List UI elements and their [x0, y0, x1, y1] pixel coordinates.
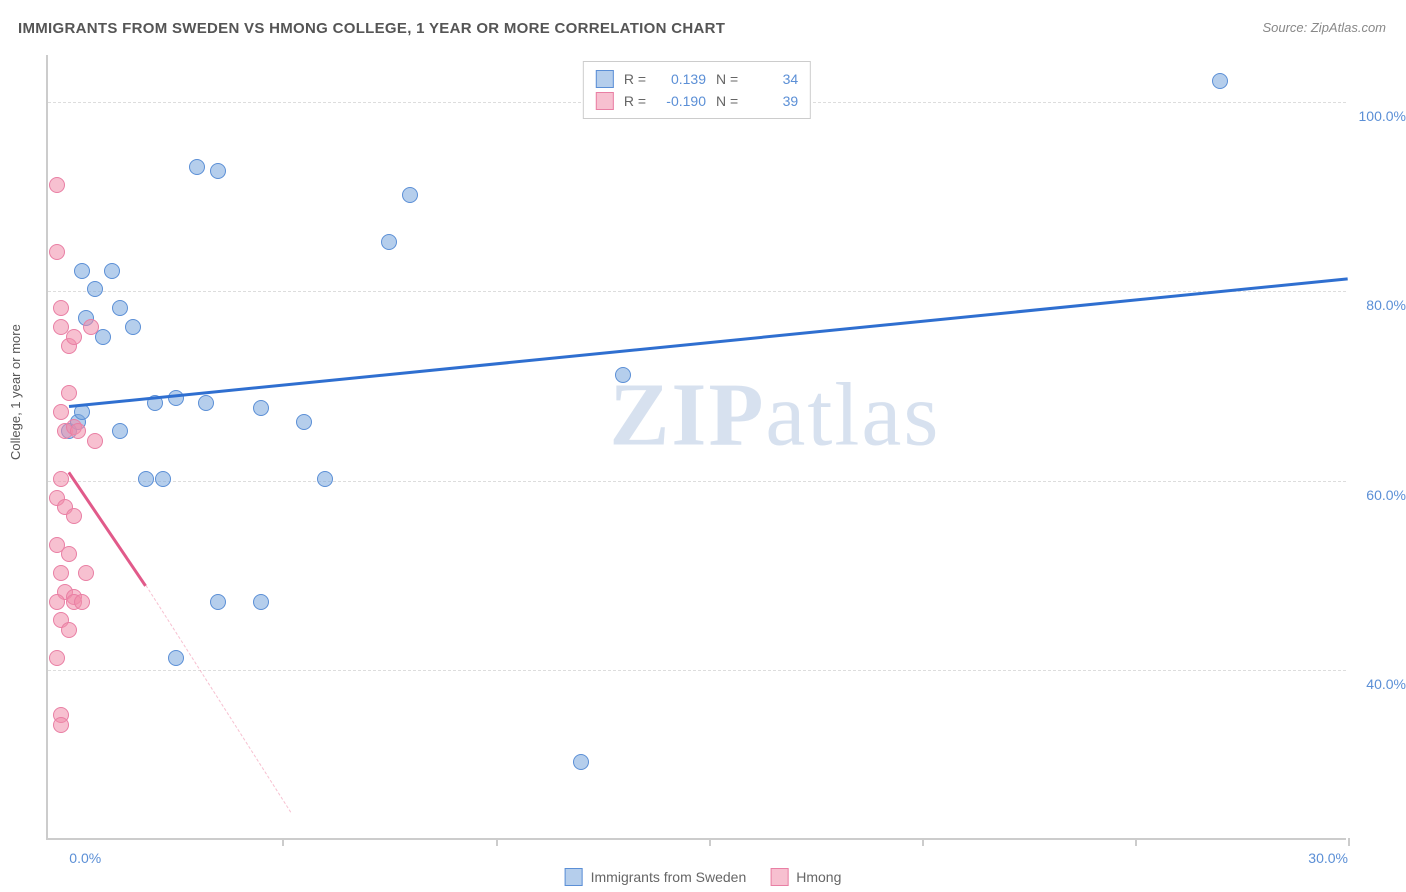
data-point [95, 329, 111, 345]
data-point [74, 263, 90, 279]
data-point [210, 594, 226, 610]
y-tick-label: 40.0% [1351, 676, 1406, 692]
data-point [87, 433, 103, 449]
data-point [53, 565, 69, 581]
data-point [112, 423, 128, 439]
x-tick-label: 30.0% [1308, 850, 1348, 866]
legend-r-value: -0.190 [656, 93, 706, 109]
data-point [49, 650, 65, 666]
data-point [53, 471, 69, 487]
data-point [70, 423, 86, 439]
data-point [253, 594, 269, 610]
source-attribution: Source: ZipAtlas.com [1262, 20, 1386, 35]
data-point [53, 717, 69, 733]
data-point [168, 650, 184, 666]
data-point [198, 395, 214, 411]
legend-n-value: 39 [748, 93, 798, 109]
data-point [381, 234, 397, 250]
legend-swatch [565, 868, 583, 886]
y-tick-label: 60.0% [1351, 487, 1406, 503]
data-point [66, 508, 82, 524]
trend-line-dash [146, 585, 292, 813]
data-point [1212, 73, 1228, 89]
data-point [189, 159, 205, 175]
legend-swatch [770, 868, 788, 886]
correlation-legend: R = 0.139 N = 34 R = -0.190 N = 39 [583, 61, 811, 119]
data-point [155, 471, 171, 487]
data-point [112, 300, 128, 316]
data-point [61, 546, 77, 562]
x-tick [1348, 838, 1350, 846]
data-point [402, 187, 418, 203]
x-tick [282, 838, 284, 846]
trend-line [69, 277, 1348, 407]
x-tick [922, 838, 924, 846]
data-point [573, 754, 589, 770]
data-point [74, 404, 90, 420]
legend-row: R = -0.190 N = 39 [596, 90, 798, 112]
data-point [253, 400, 269, 416]
data-point [87, 281, 103, 297]
gridline [48, 481, 1346, 482]
series-legend: Immigrants from Sweden Hmong [565, 868, 842, 886]
legend-r-value: 0.139 [656, 71, 706, 87]
data-point [78, 565, 94, 581]
x-tick [1135, 838, 1137, 846]
data-point [61, 385, 77, 401]
legend-swatch [596, 70, 614, 88]
y-tick-label: 80.0% [1351, 297, 1406, 313]
legend-n-label: N = [716, 71, 738, 87]
x-tick [496, 838, 498, 846]
data-point [61, 622, 77, 638]
data-point [296, 414, 312, 430]
legend-label: Immigrants from Sweden [591, 869, 747, 885]
data-point [615, 367, 631, 383]
gridline [48, 291, 1346, 292]
y-tick-label: 100.0% [1351, 108, 1406, 124]
x-tick [709, 838, 711, 846]
legend-label: Hmong [796, 869, 841, 885]
data-point [53, 300, 69, 316]
data-point [104, 263, 120, 279]
legend-n-label: N = [716, 93, 738, 109]
gridline [48, 670, 1346, 671]
data-point [317, 471, 333, 487]
legend-r-label: R = [624, 93, 646, 109]
legend-swatch [596, 92, 614, 110]
legend-item: Hmong [770, 868, 841, 886]
legend-r-label: R = [624, 71, 646, 87]
legend-item: Immigrants from Sweden [565, 868, 747, 886]
x-tick-label: 0.0% [69, 850, 101, 866]
data-point [74, 594, 90, 610]
data-point [49, 594, 65, 610]
data-point [125, 319, 141, 335]
data-point [210, 163, 226, 179]
legend-n-value: 34 [748, 71, 798, 87]
watermark: ZIPatlas [609, 364, 940, 467]
data-point [53, 404, 69, 420]
data-point [49, 244, 65, 260]
chart-title: IMMIGRANTS FROM SWEDEN VS HMONG COLLEGE,… [18, 20, 725, 37]
data-point [138, 471, 154, 487]
data-point [49, 177, 65, 193]
data-point [66, 329, 82, 345]
data-point [168, 390, 184, 406]
scatter-chart: ZIPatlas R =0.139N =34R =-0.190N =39 40.… [46, 55, 1346, 840]
legend-row: R = 0.139 N = 34 [596, 68, 798, 90]
data-point [83, 319, 99, 335]
y-axis-label: College, 1 year or more [8, 324, 23, 460]
